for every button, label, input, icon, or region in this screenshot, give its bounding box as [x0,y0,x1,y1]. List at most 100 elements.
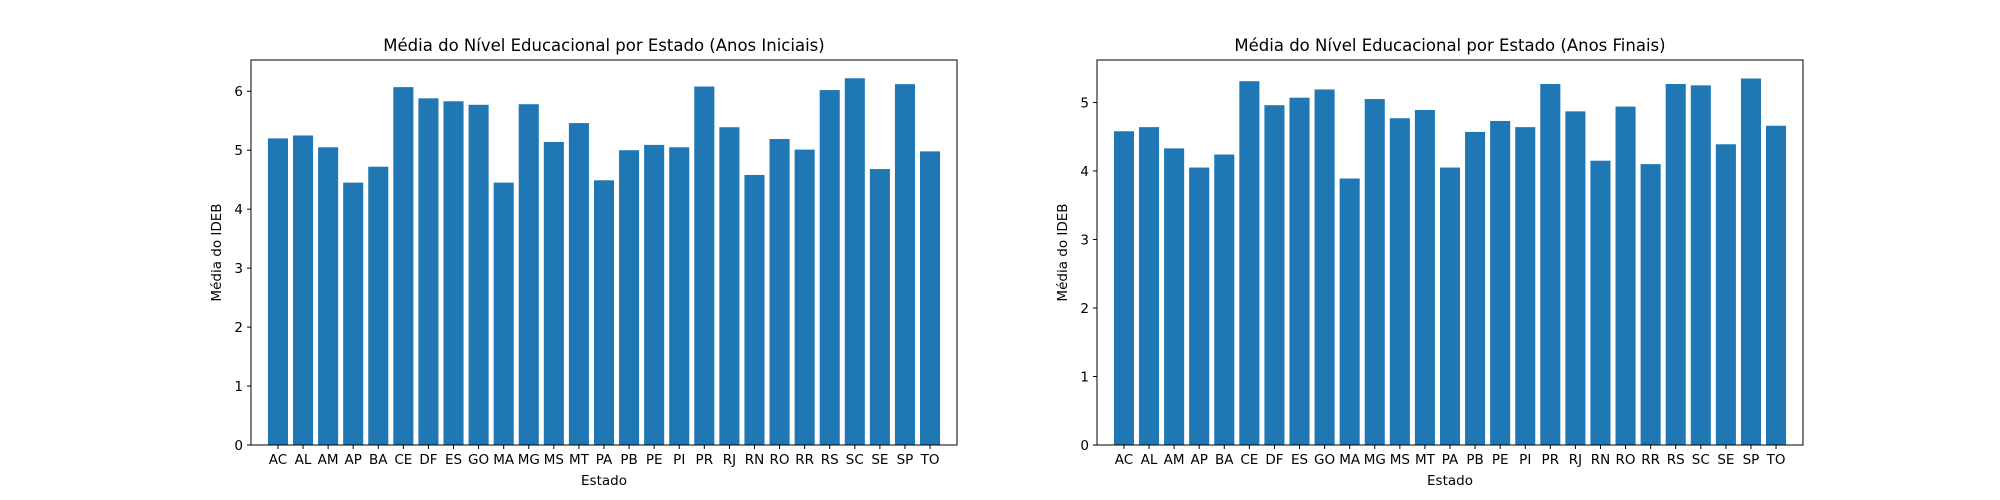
bar-pi [669,147,690,445]
bar-rs [1665,83,1686,445]
bar-rj [1565,111,1586,445]
bar-sp [894,84,915,446]
bar-rn [1590,160,1611,445]
bar-ms [1389,118,1410,445]
x-tick-label: MA [493,452,515,468]
bar-se [1715,144,1736,445]
y-tick-label: 5 [234,143,243,159]
x-tick-label: MS [1390,452,1410,468]
x-tick-label: PR [696,452,714,468]
x-tick-label: AL [295,452,312,468]
x-tick-label: AM [1164,452,1185,468]
plot-frame [250,59,958,446]
x-tick-label: MG [518,452,540,468]
bar-to [1766,125,1787,446]
bar-pb [619,150,640,445]
bar-rr [794,149,815,445]
bar-am [1164,148,1185,445]
y-tick-label: 2 [1080,301,1089,317]
bar-ma [493,182,514,445]
x-tick-label: MT [569,452,590,468]
x-tick-label: TO [1766,452,1786,468]
x-tick-label: PA [1442,452,1459,468]
y-tick-label: 2 [234,320,243,336]
x-tick-label: AL [1141,452,1158,468]
x-tick-label: CE [394,452,412,468]
bar-sp [1740,78,1761,445]
y-tick-label: 5 [1080,95,1089,111]
x-tick-label: PI [673,452,685,468]
bar-pe [1490,120,1511,445]
x-tick-label: AC [1115,452,1133,468]
bar-pa [593,180,615,445]
bar-ap [1189,167,1210,446]
bar-ap [343,182,364,445]
x-tick-label: RR [795,452,814,468]
x-tick-label: PI [1519,452,1531,468]
x-tick-label: PA [596,452,613,468]
bar-rs [819,90,840,445]
x-tick-label: PR [1542,452,1560,468]
bar-ba [368,166,389,445]
x-axis-label: Estado [1427,473,1473,489]
x-tick-label: MG [1364,452,1386,468]
x-tick-label: MS [544,452,564,468]
x-tick-label: DF [1265,452,1283,468]
bar-ac [1113,131,1134,445]
bar-pr [1540,83,1561,445]
y-tick-label: 1 [1080,369,1089,385]
x-tick-label: GO [468,452,489,468]
plot-frame [1096,59,1804,446]
x-tick-label: BA [1215,452,1234,468]
bar-sc [1690,85,1711,445]
x-tick-label: RS [821,452,839,468]
x-tick-label: SP [1743,452,1760,468]
x-tick-label: SC [1692,452,1710,468]
x-tick-label: DF [419,452,437,468]
bar-rj [719,127,740,446]
x-tick-label: AP [345,452,362,468]
x-tick-label: RN [745,452,764,468]
x-tick-label: CE [1240,452,1258,468]
bar-rr [1640,164,1661,445]
x-tick-label: RS [1667,452,1685,468]
bar-ba [1214,154,1235,446]
x-tick-label: AC [269,452,287,468]
x-tick-label: TO [920,452,940,468]
x-tick-label: SE [871,452,888,468]
x-tick-label: RR [1641,452,1660,468]
x-tick-label: RN [1591,452,1610,468]
bar-df [1264,105,1285,446]
bar-to [920,151,941,445]
bar-pi [1515,127,1536,445]
x-tick-label: SC [846,452,864,468]
bar-go [1314,89,1335,446]
chart-2: AC AL AM AP BA CE DF ES GO MA MG MS MT PA PB PE PI PR RJ RN… [1055,36,1804,489]
y-tick-label: 3 [234,261,243,277]
y-tick-label: 4 [1080,164,1089,180]
bar-ac [267,138,288,446]
bar-rn [744,174,765,445]
bar-ro [769,139,790,445]
chart-title: Média do Nível Educacional por Estado (A… [1234,36,1665,55]
x-tick-label: PB [1466,452,1483,468]
x-tick-label: ES [445,452,462,468]
bar-se [869,169,890,445]
bar-ma [1339,178,1360,445]
bar-pr [694,86,715,445]
bar-df [418,98,439,445]
x-tick-label: RJ [1569,452,1582,468]
x-tick-label: SE [1717,452,1734,468]
bar-mg [518,104,539,445]
bar-es [1289,97,1310,446]
bar-am [318,147,339,445]
y-axis-label: Média do IDEB [209,203,225,301]
x-tick-label: MA [1339,452,1361,468]
x-axis-label: Estado [581,473,627,489]
bar-mg [1364,99,1385,446]
bar-pb [1465,131,1486,445]
bar-mt [568,123,589,445]
y-tick-label: 4 [234,202,243,218]
x-tick-label: PE [646,452,663,468]
